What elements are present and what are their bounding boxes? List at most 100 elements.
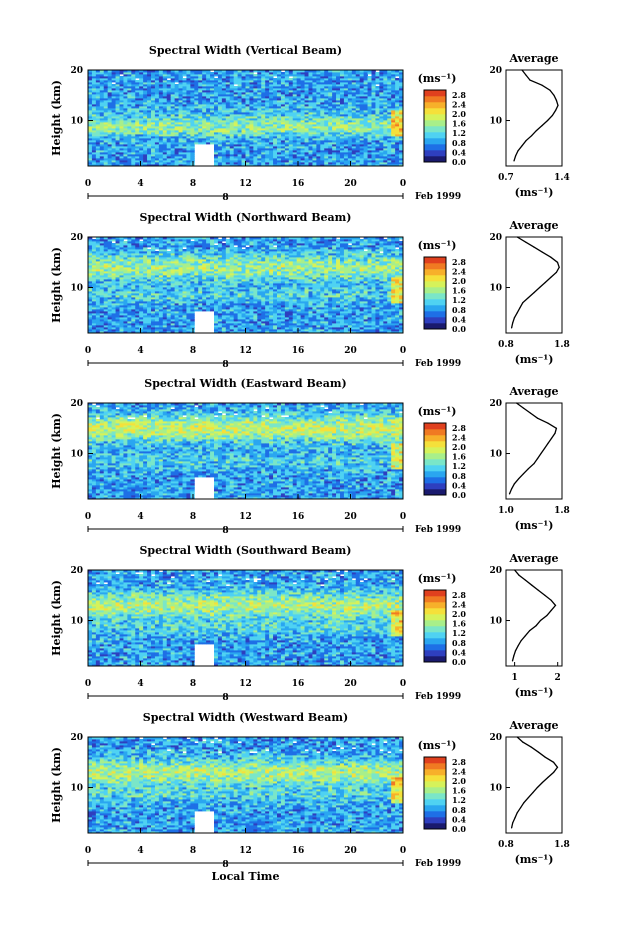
average-point	[529, 79, 531, 81]
colorbar-tick-label: 0.8	[452, 638, 466, 648]
colorbar-swatch	[424, 757, 446, 764]
average-title: Average	[508, 552, 558, 565]
colorbar-swatch	[424, 781, 446, 788]
avg-x-tick-label: 1.8	[554, 340, 570, 350]
y-tick-label: 10	[70, 617, 83, 627]
average-point	[525, 140, 527, 142]
panel-4: Spectral Width (Southward Beam)2010Heigh…	[50, 544, 563, 703]
colorbar-tick-label: 1.2	[452, 795, 466, 805]
average-point	[516, 812, 518, 814]
average-point	[527, 297, 530, 299]
x-tick-label: 16	[292, 846, 305, 856]
y-tick-label: 10	[70, 784, 83, 794]
average-point	[516, 736, 518, 738]
colorbar-tick-label: 1.6	[452, 452, 466, 462]
x-tick-label: 8	[190, 346, 196, 356]
average-point	[553, 761, 555, 763]
colorbar-tick-label: 0.0	[452, 657, 466, 667]
average-point	[529, 630, 531, 632]
x-tick-label: 0	[85, 346, 91, 356]
colorbar-swatch	[424, 632, 446, 639]
average-point	[516, 312, 518, 314]
colorbar-swatch	[424, 299, 446, 306]
colorbar-tick-label: 1.2	[452, 628, 466, 638]
x-tick-label: 12	[239, 679, 252, 689]
panel-5: Spectral Width (Westward Beam) 20 10 Height…	[50, 711, 570, 870]
colorbar-swatch	[424, 763, 446, 770]
y-axis-label: Height (km)	[50, 80, 63, 156]
average-point	[511, 660, 514, 662]
average-point	[533, 246, 535, 248]
colorbar-tick-label: 2.8	[452, 590, 466, 600]
average-point	[523, 802, 525, 804]
average-point	[527, 468, 530, 470]
colorbar-frame	[423, 89, 447, 163]
average-unit: (ms⁻¹)	[515, 686, 554, 699]
colorbar-swatch	[424, 793, 446, 800]
average-point	[508, 493, 511, 495]
average-profile: Average 20 10 0.8 1.8(ms⁻¹)	[489, 219, 569, 366]
x-tick-label: 0	[85, 179, 91, 189]
heatmap	[88, 570, 404, 667]
x-tick-label: 20	[344, 846, 357, 856]
average-point	[525, 241, 527, 243]
colorbar-frame	[423, 422, 447, 496]
average-point	[547, 442, 549, 444]
colorbar-tick-label: 0.8	[452, 305, 466, 315]
colorbar-swatch	[424, 269, 446, 276]
average-point	[549, 89, 551, 91]
colorbar-swatch	[424, 435, 446, 442]
average-profile: Average 20 10 1.0 1.8(ms⁻¹)	[489, 385, 569, 532]
y-tick-label: 20	[70, 399, 83, 409]
colorbar-tick-label: 2.4	[452, 99, 466, 109]
average-point	[511, 488, 513, 490]
colorbar-tick-label: 1.2	[452, 128, 466, 138]
colorbar-tick-label: 0.4	[452, 480, 466, 490]
colorbar-swatch	[424, 263, 446, 270]
avg-y-tick-label: 20	[489, 566, 502, 576]
average-point	[547, 422, 549, 424]
average-point	[536, 417, 539, 419]
average-point	[515, 155, 517, 157]
colorbar-swatch	[424, 608, 446, 615]
colorbar-tick-label: 2.8	[452, 257, 466, 267]
panel-1: Spectral Width (Vertical Beam) 20 10 Height…	[50, 44, 570, 203]
colorbar-tick-label: 1.2	[452, 461, 466, 471]
avg-x-tick-label: 0.7	[498, 173, 514, 183]
average-point	[547, 119, 549, 122]
average-point	[543, 447, 546, 450]
average-point	[533, 292, 535, 294]
panel-title: Spectral Width (Vertical Beam)	[149, 44, 342, 57]
average-point	[550, 599, 552, 601]
x-tick-label: 16	[292, 679, 305, 689]
y-axis-label: Height (km)	[50, 580, 63, 656]
average-point	[557, 104, 559, 106]
average-line	[510, 236, 560, 329]
average-point	[525, 74, 527, 76]
x-tick-label: 0	[400, 846, 406, 856]
x-axis-label: Local Time	[212, 870, 280, 883]
average-point	[550, 609, 552, 612]
colorbar-frame	[423, 589, 447, 663]
colorbar-tick-label: 2.4	[452, 266, 466, 276]
x-tick-label: 8	[190, 179, 196, 189]
average-point	[512, 822, 514, 824]
average-frame	[505, 402, 563, 500]
colorbar-swatch	[424, 459, 446, 466]
average-point	[556, 261, 559, 263]
average-profile: Average 20 10 1 2(ms⁻¹)	[489, 552, 563, 699]
average-point	[550, 256, 552, 258]
colorbar-swatch	[424, 114, 446, 121]
colorbar-tick-label: 0.8	[452, 138, 466, 148]
colorbar-swatch	[424, 775, 446, 782]
date-label: Feb 1999	[415, 359, 461, 369]
avg-y-tick-label: 10	[489, 117, 502, 127]
colorbar-swatch	[424, 429, 446, 436]
average-point	[556, 766, 559, 768]
avg-y-tick-label: 10	[489, 284, 502, 294]
average-point	[536, 458, 539, 460]
colorbar-tick-label: 2.8	[452, 90, 466, 100]
heatmap	[88, 403, 404, 500]
x-tick-label: 12	[239, 179, 252, 189]
colorbar-tick-label: 0.0	[452, 490, 466, 500]
